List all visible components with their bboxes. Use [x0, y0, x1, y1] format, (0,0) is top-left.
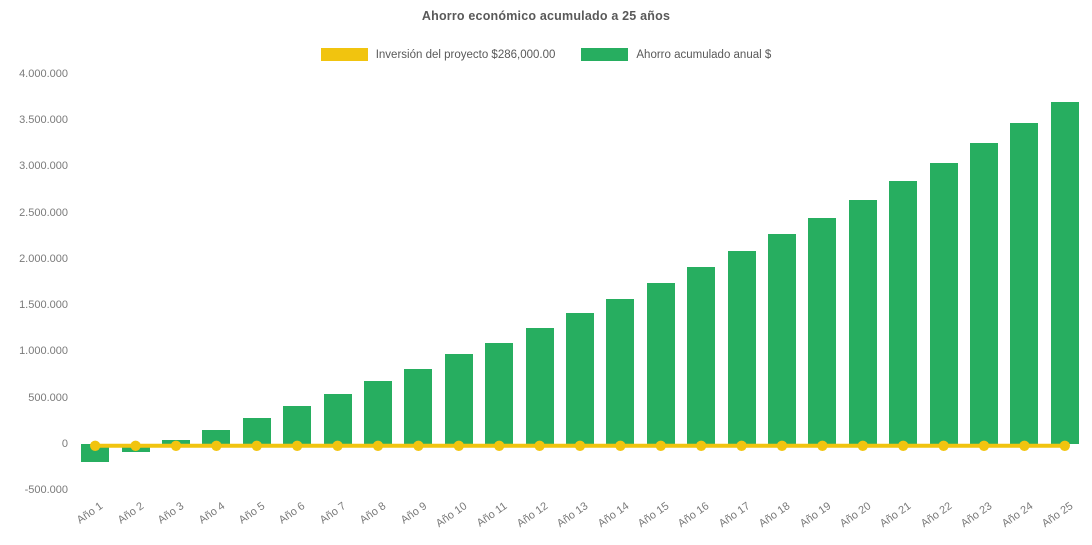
x-tick-label: Año 13	[554, 500, 591, 530]
x-tick-label: Año 18	[756, 500, 793, 530]
x-tick-label: Año 12	[514, 500, 551, 530]
bar-año-12	[525, 328, 554, 444]
y-tick-label: 3.500.000	[19, 114, 68, 127]
x-tick-label: Año 5	[236, 500, 268, 527]
chart-title: Ahorro económico acumulado a 25 años	[421, 9, 671, 23]
bar-año-10	[444, 354, 473, 444]
bar-año-15	[646, 283, 675, 444]
bar-año-8	[364, 380, 392, 444]
x-tick-label: Año 19	[797, 500, 833, 530]
x-tick-label: Año 21	[878, 500, 914, 530]
bar-año-23	[970, 142, 998, 444]
legend-label-savings: Ahorro acumulado anual $	[636, 48, 772, 61]
bar-año-18	[768, 234, 796, 444]
x-tick-label: Año 20	[837, 500, 874, 530]
bar-año-7	[323, 394, 352, 444]
x-tick-label: Año 11	[474, 500, 510, 530]
bar-año-20	[848, 199, 877, 444]
bar-año-9	[404, 369, 433, 444]
x-tick-label: Año 22	[918, 500, 955, 530]
x-tick-label: Año 14	[595, 500, 631, 530]
bar-año-16	[687, 267, 716, 444]
bar-año-6	[283, 406, 312, 444]
y-tick-label: 3.000.000	[19, 160, 68, 173]
y-tick-label: 2.000.000	[19, 252, 68, 265]
bar-año-14	[606, 298, 635, 444]
bar-año-2	[121, 443, 150, 453]
x-tick-label: Año 9	[398, 500, 429, 527]
x-tick-label: Año 6	[277, 500, 308, 527]
x-tick-label: Año 8	[358, 500, 389, 527]
bar-año-11	[485, 342, 514, 444]
x-tick-label: Año 4	[196, 500, 227, 527]
legend: Inversión del proyecto $286,000.00 Ahorr…	[0, 48, 1092, 61]
x-tick-label: Año 2	[115, 500, 147, 527]
legend-item-savings: Ahorro acumulado anual $	[581, 48, 771, 61]
legend-label-investment: Inversión del proyecto $286,000.00	[375, 48, 556, 61]
bar-año-24	[1010, 122, 1039, 444]
legend-swatch-investment	[320, 48, 368, 61]
bar-año-21	[889, 181, 918, 444]
bar-año-25	[1050, 101, 1079, 444]
y-tick-label: 2.500.000	[19, 206, 68, 219]
y-tick-label: 4.000.000	[19, 68, 68, 80]
bar-año-1	[81, 443, 110, 462]
legend-item-investment: Inversión del proyecto $286,000.00	[320, 48, 556, 61]
bar-año-5	[242, 418, 271, 444]
x-tick-label: Año 16	[676, 500, 712, 530]
legend-swatch-savings	[581, 48, 629, 61]
x-tick-label: Año 23	[958, 500, 995, 530]
y-tick-label: -500.000	[24, 484, 68, 496]
x-tick-label: Año 17	[716, 500, 753, 530]
x-tick-label: Año 1	[75, 500, 106, 527]
x-tick-label: Año 15	[635, 500, 672, 530]
bar-año-3	[162, 440, 190, 444]
y-tick-label: 1.500.000	[19, 299, 68, 312]
y-tick-label: 0	[61, 437, 68, 450]
bar-año-19	[808, 217, 837, 444]
bar-año-4	[202, 429, 231, 444]
x-tick-label: Año 25	[1039, 500, 1076, 530]
y-tick-label: 1.000.000	[19, 345, 68, 358]
bar-año-13	[566, 312, 594, 444]
bar-año-22	[929, 162, 958, 444]
x-tick-label: Año 3	[156, 500, 187, 527]
x-tick-label: Año 7	[317, 500, 349, 527]
x-tick-label: Año 10	[433, 500, 470, 530]
x-tick-label: Año 24	[999, 500, 1035, 530]
y-tick-label: 500.000	[28, 391, 68, 404]
bar-año-17	[727, 250, 756, 444]
